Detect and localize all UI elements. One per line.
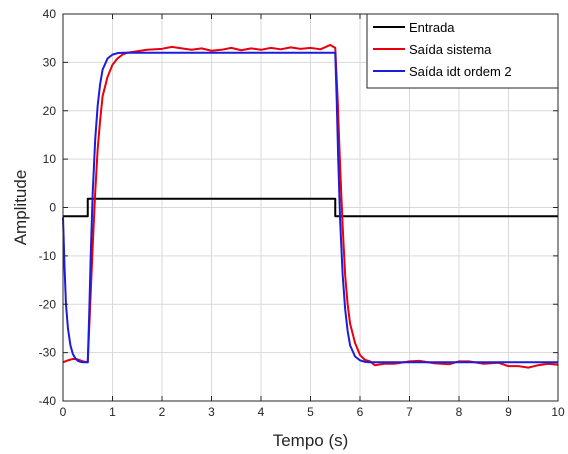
ticks: 0 1 2 3 4 5 6 7 8 9 10 -40 -30 -20 -10 0 10 20 30 40 xyxy=(39,7,565,419)
legend-label: Saída idt ordem 2 xyxy=(409,64,512,79)
x-tick-label: 7 xyxy=(406,405,413,419)
y-axis-label: Amplitude xyxy=(11,170,30,246)
legend-label: Saída sistema xyxy=(409,42,492,57)
x-tick-label: 4 xyxy=(258,405,265,419)
x-tick-label: 3 xyxy=(208,405,215,419)
x-tick-label: 5 xyxy=(307,405,314,419)
y-tick-label: 0 xyxy=(49,201,56,215)
y-tick-label: -30 xyxy=(39,346,57,360)
y-tick-label: -10 xyxy=(39,249,57,263)
x-tick-label: 2 xyxy=(159,405,166,419)
x-tick-label: 10 xyxy=(551,405,565,419)
y-tick-label: -20 xyxy=(39,297,57,311)
x-tick-label: 0 xyxy=(60,405,67,419)
legend-label: Entrada xyxy=(409,20,455,35)
legend: Entrada Saída sistema Saída idt ordem 2 xyxy=(366,13,559,89)
x-tick-label: 8 xyxy=(456,405,463,419)
series-line-saida-idt-ordem-2 xyxy=(62,51,558,364)
y-tick-label: 20 xyxy=(43,104,57,118)
series-line-saida-sistema xyxy=(62,43,559,369)
x-tick-label: 6 xyxy=(357,405,364,419)
series-line-entrada xyxy=(63,197,558,218)
y-tick-label: -40 xyxy=(39,394,57,408)
series-layer xyxy=(62,43,559,369)
y-tick-label: 10 xyxy=(43,152,57,166)
x-tick-label: 1 xyxy=(109,405,116,419)
x-tick-label: 9 xyxy=(505,405,512,419)
y-tick-label: 40 xyxy=(43,7,57,21)
y-tick-label: 30 xyxy=(43,55,57,69)
x-axis-label: Tempo (s) xyxy=(273,431,349,450)
